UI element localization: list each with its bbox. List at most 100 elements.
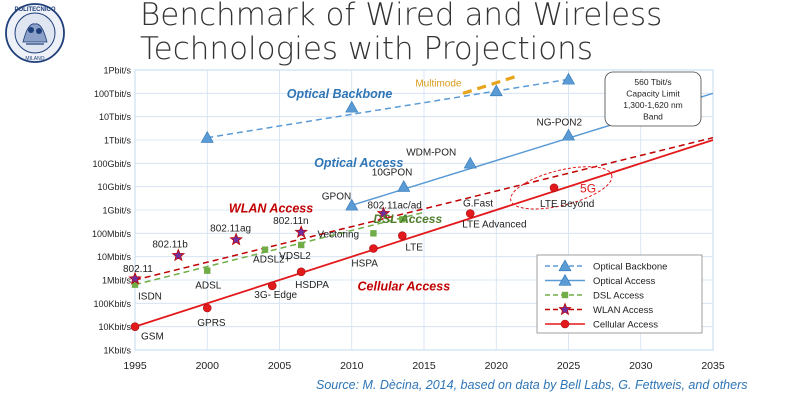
legend: Optical Backbone Optical Access DSL Access… [536,254,703,334]
wlan-access-marker [128,271,142,285]
legend-item: Optical Backbone [545,259,667,273]
annotation-cellular-access: Cellular Access [358,280,451,294]
capacity-note-line: Capacity Limit [626,89,680,99]
5g-ellipse [510,166,613,210]
x-tick-label: 2025 [557,360,581,372]
page-title: Benchmark of Wired and Wireless Technolo… [140,0,700,66]
y-tick-label: 1Gbit/s [102,206,131,216]
optical-access-marker [397,180,411,192]
annotation-optical-backbone: Optical Backbone [287,87,393,101]
legend-label: Optical Access [593,276,656,287]
cellular-access-point-label: LTE [405,243,423,254]
dsl-access-point-label: ADSL [195,281,222,292]
x-tick-label: 1995 [123,360,147,372]
decorations [462,74,613,210]
cellular-access-marker [465,209,475,218]
trend-line-cellular-access [134,139,714,328]
legend-swatch-marker [558,273,572,286]
legend-item: Optical Access [545,273,656,287]
dsl-access-marker [399,216,406,223]
wlan-access-marker [376,206,391,220]
data-markers [128,72,576,331]
dsl-access-marker [131,281,139,288]
source-note: Source: M. Dècina, 2014, based on data b… [316,378,748,392]
optical-backbone-marker [345,100,359,113]
optical-backbone-marker [489,84,503,97]
wlan-access-point-label: 802.11b [152,240,188,251]
trend-line-optical-backbone [207,78,569,139]
cellular-access-marker [267,281,277,291]
optical-backbone-marker [561,72,576,85]
y-tick-label: 1Kbit/s [103,346,131,356]
optical-access-marker [561,128,576,141]
y-tick-label: 100Gbit/s [92,159,131,169]
y-tick-label: 10Mbit/s [97,252,132,262]
dsl-access-marker [297,241,305,249]
wlan-access-point-label: 802.11ag [210,224,251,235]
x-tick-label: 2030 [629,360,653,372]
dsl-access-point-label: VDSL2 [279,251,311,262]
cellular-access-point-label: GPRS [197,318,226,329]
x-tick-label: 2000 [196,360,220,372]
y-tick-label: 1Tbit/s [104,136,132,146]
series-annotations: Optical Backbone Optical Access WLAN Acces… [229,71,702,294]
dsl-access-point-label: ISDN [138,292,162,303]
legend-swatch-marker [558,259,572,272]
cellular-access-marker [369,244,378,253]
annotation-optical-access: Optical Access [314,156,403,170]
wlan-access-point-label: 802.11n [273,216,308,227]
legend-swatch-marker [560,319,570,329]
5g-label: 5G [580,182,596,196]
y-tick-label: 10Kbit/s [98,322,131,332]
cellular-access-marker [398,231,407,240]
wlan-access-point-label: 802.11 [123,264,153,275]
cellular-access-point-label: 3G- Edge [254,290,297,301]
politecnico-seal-icon: POLITECNICO MILANO [5,3,65,63]
optical-backbone-marker [200,131,214,143]
dsl-access-marker [370,230,377,237]
optical-access-point-label: GPON [322,191,351,202]
annotation-multimode: Multimode [415,78,462,89]
y-tick-label: 100Mbit/s [92,229,132,239]
annotation-wlan-access: WLAN Access [229,201,313,215]
cellular-access-marker [549,183,559,193]
legend-item: WLAN Access [545,302,653,316]
legend-label: Optical Backbone [593,262,667,273]
legend-label: DSL Access [593,291,644,302]
gfast-label: G.Fast [463,199,493,210]
dsl-access-marker [204,267,211,274]
legend-label: Cellular Access [593,320,658,331]
annotation-dsl-access: DSL Access [373,212,442,226]
optical-access-point-label: 10GPON [372,168,413,179]
wlan-access-point-label: 802.11ac/ad [368,201,422,212]
multimode-line [462,74,519,95]
wlan-access-marker [229,232,243,246]
point-labels: GPON 10GPON WDM-PON NG-PON2 ISDN ADSL ADSL2+VD… [123,117,596,342]
capacity-note-line: 1,300-1,620 nm [623,100,683,110]
legend-item: Cellular Access [545,320,658,331]
cellular-access-point-label: LTE Advanced [462,220,526,231]
cellular-access-marker [130,322,140,331]
cellular-access-point-label: LTE Beyond [540,199,594,210]
legend-swatch-marker [558,302,572,316]
y-tick-label: 10Tbit/s [99,112,132,122]
x-tick-label: 2035 [701,360,725,372]
y-tick-label: 1Mbit/s [102,276,132,286]
y-tick-label: 100Kbit/s [93,299,131,309]
title-line-1: Benchmark of Wired and Wireless [140,0,663,33]
cellular-access-marker [296,267,306,277]
wlan-access-marker [171,248,186,262]
x-tick-label: 2010 [340,360,364,372]
optical-access-marker [345,198,359,211]
logo-text-bottom: MILANO [25,56,44,62]
wlan-access-marker [294,225,308,238]
y-tick-label: 1Pbit/s [103,66,131,76]
axes: 1995 2000 2005 2010 2015 2020 2025 2030 2035 1Kbi… [92,66,725,373]
cellular-access-marker [202,303,212,313]
dsl-access-marker [261,246,269,253]
cellular-access-point-label: GSM [141,332,164,343]
title-line-2: Technologies with Projections [140,31,593,67]
x-tick-label: 2015 [412,360,436,372]
capacity-note-line: 560 Tbit/s [634,77,671,87]
